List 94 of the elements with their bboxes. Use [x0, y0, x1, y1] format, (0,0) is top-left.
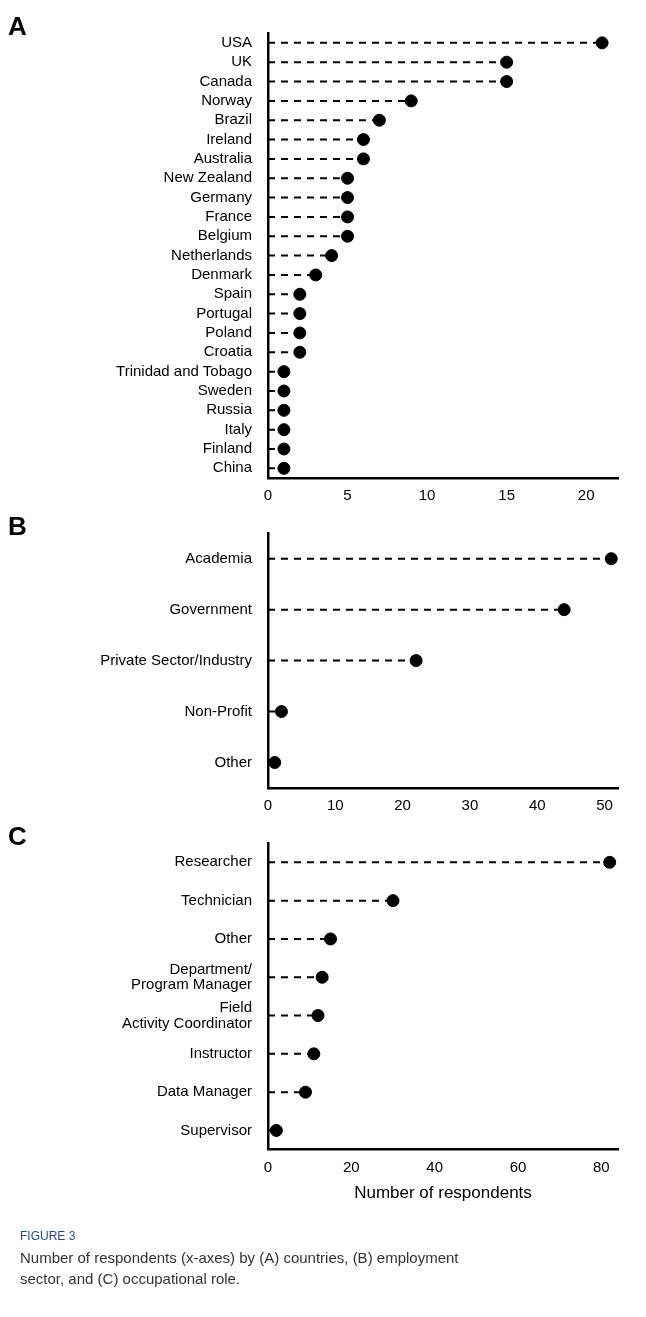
y-tick-label: Croatia	[203, 342, 253, 360]
x-tick-label: 15	[498, 486, 515, 504]
y-tick-label: Sweden	[197, 381, 252, 399]
point	[277, 384, 291, 398]
point	[603, 855, 617, 869]
point	[277, 442, 291, 456]
y-tick-label: Norway	[201, 91, 253, 109]
point	[293, 307, 307, 321]
y-tick-label: Other	[214, 752, 252, 770]
text: Number of respondents (x-axes) by (A) countries, (B) employment sector, and (C) occupational role.	[20, 1247, 460, 1289]
x-tick-label: 10	[326, 796, 344, 814]
x-tick-label: 60	[509, 1157, 527, 1175]
point	[372, 113, 386, 127]
point	[277, 461, 291, 475]
y-tick-label: China	[212, 458, 253, 476]
caption: FIGURE 3	[20, 1228, 77, 1245]
point	[356, 152, 370, 166]
point	[324, 932, 337, 946]
y-tick-label: Brazil	[214, 110, 252, 128]
point	[341, 210, 355, 224]
point	[404, 94, 418, 108]
point	[268, 756, 282, 770]
point	[325, 249, 339, 263]
y-tick-label: Researcher	[174, 852, 252, 870]
point	[557, 603, 571, 617]
y-tick-label: Instructor	[189, 1043, 252, 1061]
point	[293, 326, 307, 340]
y-tick-label: Other	[214, 929, 252, 947]
x-tick-label: 10	[418, 486, 436, 504]
y-tick-label: Germany	[190, 187, 253, 205]
point	[341, 229, 355, 243]
y-tick-label: UK	[231, 52, 252, 70]
y-tick-label: Supervisor	[180, 1120, 252, 1138]
y-tick-label: Netherlands	[171, 245, 252, 263]
y-tick-label: New Zealand	[163, 168, 252, 186]
point	[409, 654, 423, 668]
x-tick-label: 40	[426, 1157, 444, 1175]
y-tick-label: Belgium	[197, 226, 252, 244]
x-tick-label: 20	[577, 486, 595, 504]
point	[341, 171, 355, 185]
point	[604, 552, 618, 566]
point	[277, 423, 291, 437]
y-tick-label: Ireland	[206, 129, 252, 147]
x-tick-label: 80	[592, 1157, 610, 1175]
y-tick-label: Academia	[185, 548, 253, 566]
point	[277, 403, 291, 417]
point	[293, 345, 307, 359]
point	[274, 705, 288, 719]
point	[386, 894, 400, 908]
point	[309, 268, 323, 282]
x-tick-label: 40	[528, 796, 546, 814]
y-tick-label: Portugal	[196, 303, 252, 321]
text: B	[8, 510, 27, 541]
point	[356, 133, 370, 147]
y-tick-label: Technician	[181, 890, 252, 908]
point	[341, 191, 355, 205]
x-tick-label: 20	[342, 1157, 360, 1175]
point	[315, 970, 329, 984]
text: A	[8, 10, 27, 41]
x-tick-label: 20	[394, 796, 411, 814]
y-tick-label: Government	[169, 599, 253, 617]
y-tick-label: Canada	[199, 71, 253, 89]
y-tick-label: USA	[221, 33, 252, 51]
x-tick-label: 0	[263, 796, 273, 814]
y-tick-label: Non-Profit	[184, 701, 253, 719]
text: C	[8, 820, 27, 851]
point	[299, 1085, 312, 1099]
y-tick-label: Australia	[193, 149, 253, 167]
y-tick-label: Department/ Program Manager	[131, 959, 253, 993]
y-tick-label: France	[205, 207, 252, 225]
y-tick-label: Data Manager	[156, 1082, 252, 1100]
point	[500, 55, 514, 69]
point	[311, 1009, 325, 1023]
point	[269, 1123, 283, 1137]
y-tick-label: Field Activity Coordinator	[121, 997, 252, 1031]
point	[307, 1047, 321, 1061]
point	[293, 287, 307, 301]
y-tick-label: Poland	[205, 323, 252, 341]
point	[595, 36, 609, 50]
x-tick-label: 0	[263, 486, 273, 504]
y-tick-label: Denmark	[191, 265, 253, 283]
x-tick-label: 5	[343, 486, 352, 504]
y-tick-label: Finland	[202, 439, 252, 457]
x-axis-title: Number of respondents	[354, 1183, 532, 1203]
point	[277, 365, 291, 379]
y-tick-label: Spain	[213, 284, 252, 302]
x-tick-label: 30	[461, 796, 479, 814]
y-tick-label: Trinidad and Tobago	[116, 361, 252, 379]
x-tick-label: 0	[263, 1157, 273, 1175]
y-tick-label: Italy	[224, 419, 253, 437]
point	[500, 75, 514, 89]
y-tick-label: Russia	[206, 400, 253, 418]
y-tick-label: Private Sector/Industry	[100, 650, 253, 668]
x-tick-label: 50	[596, 796, 613, 814]
